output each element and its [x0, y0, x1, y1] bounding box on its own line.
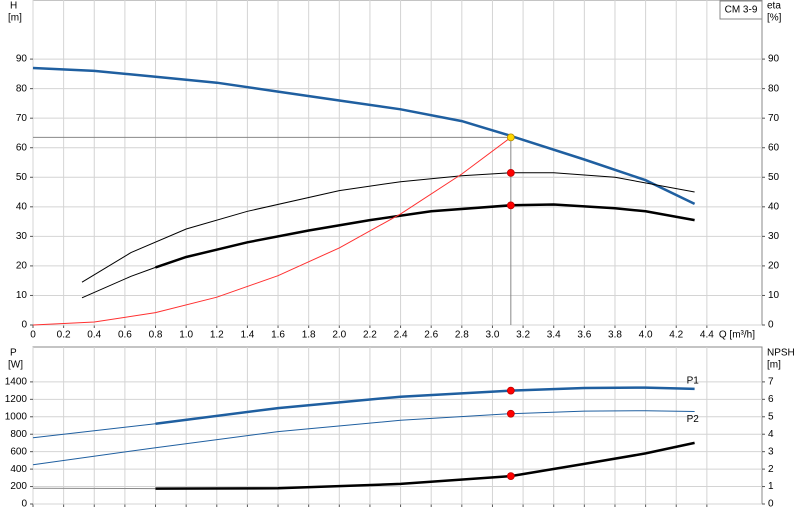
x-tick-label: 3.2 — [516, 330, 530, 341]
y-tick-label: 1000 — [5, 411, 28, 422]
y-tick-label: 70 — [16, 113, 28, 124]
y2-tick-label: 1 — [768, 481, 774, 492]
y-tick-label: 400 — [10, 464, 27, 475]
y-tick-label: 30 — [16, 231, 28, 242]
x-tick-label: 0.6 — [118, 330, 132, 341]
y-axis-label: P — [10, 348, 17, 359]
operating-point — [506, 133, 515, 142]
curve-label: P1 — [687, 376, 700, 387]
y-axis-unit: [m] — [8, 13, 22, 24]
operating-point — [506, 409, 515, 418]
plot-area — [32, 346, 763, 505]
y-tick-label: 20 — [16, 261, 28, 272]
x-tick-label: 1.8 — [302, 330, 316, 341]
y2-tick-label: 20 — [768, 261, 780, 272]
operating-point — [506, 472, 515, 480]
y-axis-unit: [W] — [8, 360, 23, 371]
y-tick-label: 50 — [16, 172, 28, 183]
x-tick-label: 3.6 — [577, 330, 591, 341]
x-tick-label: 4.0 — [639, 330, 653, 341]
y-tick-label: 0 — [21, 499, 27, 510]
y2-axis-unit: [%] — [767, 13, 782, 24]
curve — [81, 172, 695, 283]
operating-point — [506, 168, 515, 177]
operating-point — [506, 201, 515, 210]
y2-axis-unit: [m] — [767, 360, 781, 371]
x-tick-label: 2.8 — [455, 330, 469, 341]
y2-tick-label: 3 — [768, 446, 774, 457]
y2-tick-label: 6 — [768, 394, 774, 405]
y-axis-label: H — [10, 1, 17, 12]
y-tick-label: 800 — [10, 429, 27, 440]
operating-point — [506, 386, 515, 395]
y2-tick-label: 5 — [768, 411, 774, 422]
curve — [155, 203, 695, 269]
y-tick-label: 0 — [21, 320, 27, 331]
x-tick-label: 0.2 — [57, 330, 71, 341]
title-box — [719, 0, 763, 20]
x-tick-label: 1.4 — [240, 330, 254, 341]
y-tick-label: 1200 — [5, 394, 28, 405]
x-tick-label: 3.8 — [608, 330, 622, 341]
y2-tick-label: 0 — [768, 499, 774, 510]
x-tick-label: 4.4 — [700, 330, 714, 341]
y-tick-label: 200 — [10, 481, 27, 492]
plot-area — [32, 0, 763, 326]
x-tick-label: 3.0 — [486, 330, 500, 341]
y-tick-label: 60 — [16, 142, 28, 153]
y2-tick-label: 7 — [768, 377, 774, 388]
y2-tick-label: 90 — [768, 54, 780, 65]
y2-tick-label: 40 — [768, 201, 780, 212]
x-tick-label: 0.4 — [87, 330, 101, 341]
y-tick-label: 10 — [16, 290, 28, 301]
x-tick-label: 4.2 — [669, 330, 683, 341]
y-tick-label: 1400 — [5, 377, 28, 388]
curve — [32, 66, 696, 206]
y2-tick-label: 2 — [768, 464, 774, 475]
curve-label: P2 — [687, 414, 700, 425]
curve — [32, 423, 156, 439]
y-tick-label: 80 — [16, 83, 28, 94]
x-tick-label: 2.4 — [394, 330, 408, 341]
curve — [81, 266, 156, 299]
curve — [32, 410, 695, 466]
y2-tick-label: 50 — [768, 172, 780, 183]
x-tick-label: 1.6 — [271, 330, 285, 341]
y-tick-label: 40 — [16, 201, 28, 212]
x-tick-label: 2.6 — [424, 330, 438, 341]
x-tick-label: 0 — [30, 330, 36, 341]
y2-tick-label: 4 — [768, 429, 774, 440]
y2-tick-label: 10 — [768, 290, 780, 301]
y2-tick-label: 30 — [768, 231, 780, 242]
y2-tick-label: 0 — [768, 320, 774, 331]
curve — [32, 136, 512, 326]
x-tick-label: 3.4 — [547, 330, 561, 341]
chart-title: CM 3-9 — [725, 5, 758, 16]
x-tick-label: 1.0 — [179, 330, 193, 341]
y-tick-label: 600 — [10, 446, 27, 457]
x-axis-label: Q [m³/h] — [719, 330, 755, 341]
y2-tick-label: 70 — [768, 113, 780, 124]
y2-tick-label: 80 — [768, 83, 780, 94]
y2-axis-label: NPSH — [767, 348, 795, 359]
y2-tick-label: 60 — [768, 142, 780, 153]
x-tick-label: 2.2 — [363, 330, 377, 341]
x-tick-label: 0.8 — [149, 330, 163, 341]
y-tick-label: 90 — [16, 54, 28, 65]
x-tick-label: 1.2 — [210, 330, 224, 341]
x-tick-label: 2.0 — [332, 330, 346, 341]
y2-axis-label: eta — [767, 1, 781, 12]
